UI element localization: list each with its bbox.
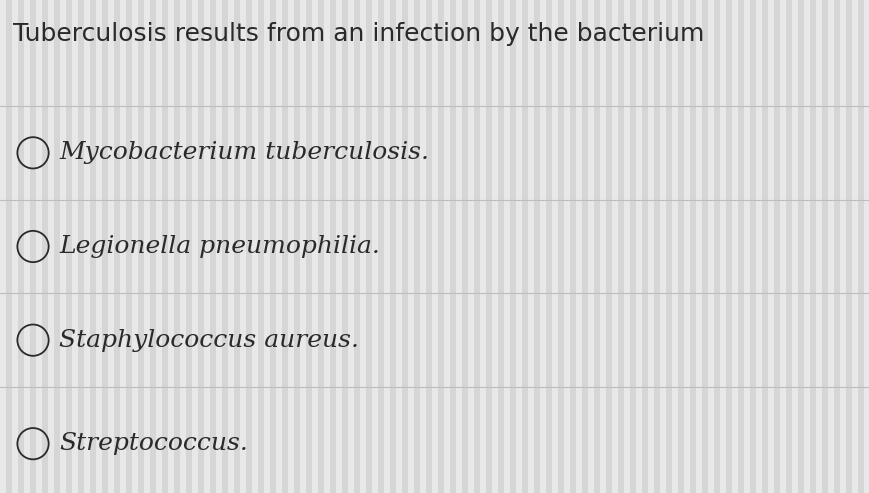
- Text: Streptococcus.: Streptococcus.: [59, 432, 248, 455]
- Text: Legionella pneumophilia.: Legionella pneumophilia.: [59, 235, 380, 258]
- Text: Mycobacterium tuberculosis.: Mycobacterium tuberculosis.: [59, 141, 429, 164]
- Text: Staphylococcus aureus.: Staphylococcus aureus.: [59, 329, 359, 352]
- Text: Tuberculosis results from an infection by the bacterium: Tuberculosis results from an infection b…: [13, 22, 705, 46]
